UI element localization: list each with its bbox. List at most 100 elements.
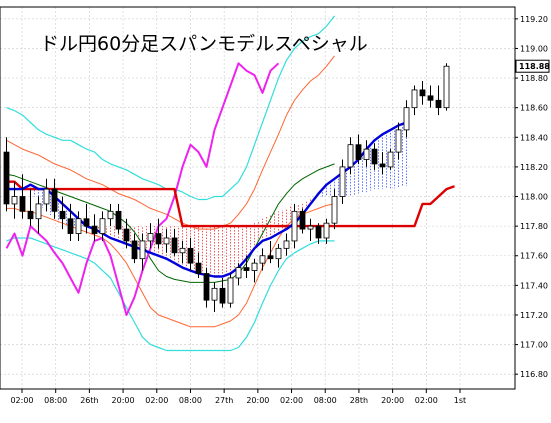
current-price-label: 118.88 xyxy=(519,62,550,71)
candle xyxy=(43,178,50,212)
candle-body xyxy=(171,237,178,254)
candle xyxy=(355,134,362,164)
candle xyxy=(11,181,18,219)
candle-body xyxy=(123,228,130,242)
candle xyxy=(19,174,26,219)
candle-body xyxy=(427,95,434,101)
candle-body xyxy=(307,225,314,230)
x-axis: 02:00 08:00 26th 20:00 02:00 08:00 27th 20:00 02… xyxy=(10,389,466,405)
candle xyxy=(227,273,234,308)
current-price-badge: 118.88 xyxy=(515,59,550,73)
candle-body xyxy=(339,166,346,197)
candle xyxy=(403,100,410,138)
candle xyxy=(419,81,426,105)
bollinger-lower-1sigma-line xyxy=(6,203,335,328)
candles-layer xyxy=(3,63,450,313)
candle-body xyxy=(67,218,74,234)
candle-body xyxy=(83,218,90,227)
candle xyxy=(219,277,226,308)
candle xyxy=(211,282,218,313)
candle xyxy=(331,189,338,230)
candle xyxy=(347,137,354,175)
candle xyxy=(123,218,130,249)
y-tick-label: 118.00 xyxy=(520,193,548,202)
candle xyxy=(427,85,434,108)
candle xyxy=(195,252,202,278)
candle-body xyxy=(19,196,26,212)
candle xyxy=(387,149,394,170)
x-tick-label: 20:00 xyxy=(246,396,269,405)
y-tick-label: 117.40 xyxy=(520,281,548,290)
x-tick-label: 08:00 xyxy=(44,396,67,405)
candle-body xyxy=(115,210,122,230)
candle-body xyxy=(291,210,298,242)
candle-body xyxy=(91,225,98,234)
x-tick-label: 28th xyxy=(350,396,368,405)
candle-body xyxy=(267,255,274,260)
x-tick-label: 02:00 xyxy=(10,396,33,405)
lagging-span-line xyxy=(5,62,280,316)
candle-body xyxy=(203,273,210,301)
y-tick-label: 116.80 xyxy=(520,370,548,379)
candle-body xyxy=(131,240,138,260)
candle-body xyxy=(227,277,234,304)
candle xyxy=(395,122,402,160)
y-tick-label: 118.20 xyxy=(520,163,548,172)
candle-body xyxy=(59,210,66,220)
x-tick-label: 08:00 xyxy=(314,396,337,405)
candle xyxy=(443,63,450,111)
candle-body xyxy=(219,287,226,304)
candle xyxy=(59,196,66,230)
candle-body xyxy=(251,262,258,271)
candle xyxy=(283,233,290,256)
candle xyxy=(147,223,154,249)
candle-body xyxy=(403,107,410,131)
candle xyxy=(51,178,58,219)
y-tick-label: 117.60 xyxy=(520,252,548,261)
candle xyxy=(371,143,378,170)
y-tick-label: 119.20 xyxy=(520,15,548,24)
candle-body xyxy=(43,188,50,205)
candle-body xyxy=(411,89,418,109)
candle-body xyxy=(51,188,58,212)
x-tick-label: 08:00 xyxy=(179,396,202,405)
candle xyxy=(363,140,370,167)
candle-body xyxy=(259,255,266,264)
candle-body xyxy=(443,65,450,109)
x-tick-label: 20:00 xyxy=(112,396,135,405)
bollinger-upper-1sigma-line xyxy=(6,55,335,230)
candle-body xyxy=(323,222,330,239)
candle-body xyxy=(355,144,362,160)
candle xyxy=(107,203,114,227)
candle-body xyxy=(275,247,282,260)
candle xyxy=(411,85,418,116)
candle xyxy=(339,159,346,204)
candle-body xyxy=(395,129,402,153)
y-tick-label: 117.00 xyxy=(520,341,548,350)
candle xyxy=(91,214,98,241)
candle xyxy=(251,258,258,283)
candle xyxy=(299,208,306,234)
candle-body xyxy=(75,218,82,234)
candle-body xyxy=(419,89,426,97)
candle-body xyxy=(283,240,290,249)
candle xyxy=(131,233,138,264)
x-tick-label: 20:00 xyxy=(381,396,404,405)
y-tick-label: 118.40 xyxy=(520,133,548,142)
bollinger-mid-line xyxy=(6,163,335,283)
x-tick-label: 26th xyxy=(80,396,98,405)
candle-body xyxy=(11,196,18,205)
candle xyxy=(259,248,266,271)
candle xyxy=(275,243,282,268)
candle xyxy=(267,240,274,264)
candle xyxy=(3,137,10,212)
candle xyxy=(315,223,322,244)
candle xyxy=(67,203,74,241)
candle xyxy=(99,211,106,241)
candle-body xyxy=(107,210,114,220)
base-line xyxy=(6,180,455,228)
candle-body xyxy=(243,267,250,271)
candle-body xyxy=(347,144,354,168)
candle xyxy=(243,255,250,278)
